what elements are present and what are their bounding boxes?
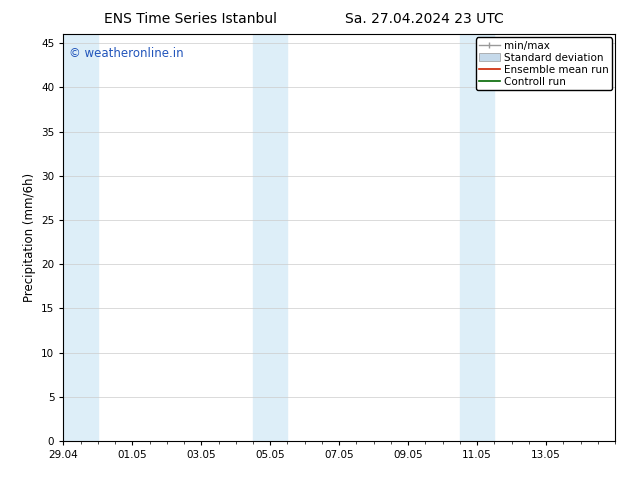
Text: ENS Time Series Istanbul: ENS Time Series Istanbul [104,12,276,26]
Text: Sa. 27.04.2024 23 UTC: Sa. 27.04.2024 23 UTC [346,12,504,26]
Y-axis label: Precipitation (mm/6h): Precipitation (mm/6h) [23,173,36,302]
Text: © weatheronline.in: © weatheronline.in [69,47,183,59]
Legend: min/max, Standard deviation, Ensemble mean run, Controll run: min/max, Standard deviation, Ensemble me… [476,37,612,90]
Bar [460,34,495,441]
Bar [253,34,287,441]
Bar [46,34,98,441]
